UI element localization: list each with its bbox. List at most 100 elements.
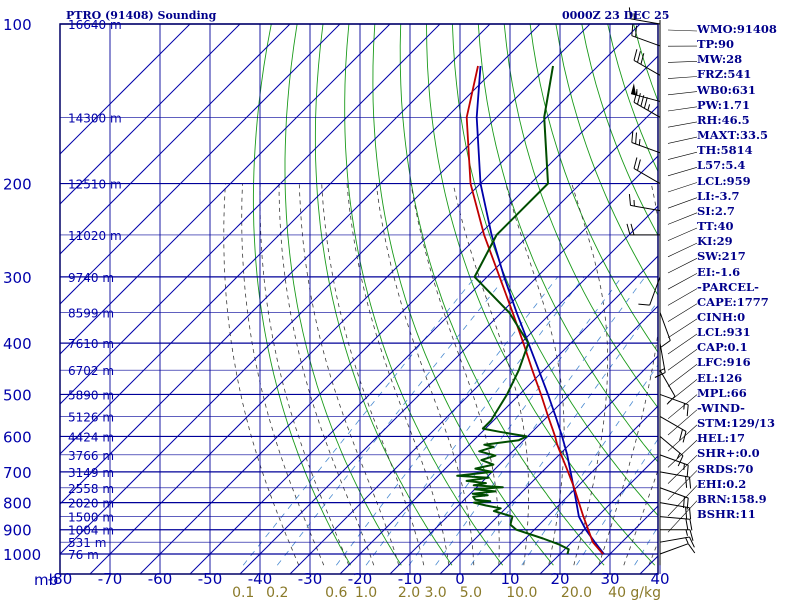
mixing-ratio-line [470,300,658,566]
wind-barb [659,516,693,531]
barb-flag [689,519,693,531]
barb-flag [687,543,696,554]
index-line: CAPE:1777 [697,294,769,309]
pressure-label: 200 [3,176,32,194]
height-label: 4424 m [68,430,114,444]
barb-flag [640,95,645,107]
height-label: 8599 m [68,306,114,320]
barb-flag [685,518,689,531]
height-label: 11020 m [68,229,122,243]
barb-staff [659,436,684,457]
height-label: 3149 m [68,466,114,480]
isotherm [60,24,591,555]
temperature-tick-label: -20 [348,570,373,588]
isotherm [139,55,658,574]
moist-adiabat [452,183,529,566]
barb-flag [686,465,689,477]
dry-adiabat [252,24,351,566]
pressure-label: 700 [3,464,32,482]
barb-leader [667,470,698,501]
profile-parcel [475,65,605,555]
temperature-tick-label: 30 [600,570,619,588]
sounding-profiles [456,65,605,555]
barb-half-flag [685,537,689,544]
height-label: 9740 m [68,271,114,285]
isotherm [60,24,191,155]
pressure-label: 500 [3,387,32,405]
barb-leader [667,394,698,420]
barb-flag [689,507,692,520]
barb-flag [660,340,671,348]
barb-staff [659,471,690,478]
plot-frame [59,23,659,575]
temperature-tick-label: -70 [98,570,123,588]
barb-staff [631,35,661,47]
barb-half-flag [683,463,685,470]
barb-staff [630,204,661,212]
barb-flag [640,53,645,65]
wind-barb [659,436,684,467]
barb-leader [667,273,698,290]
barb-flag [633,91,638,103]
wind-barb [638,276,661,306]
wind-barb [631,131,661,154]
wind-barb [633,91,661,118]
wind-barb [659,536,695,548]
wind-barbs [626,7,698,566]
index-line: EL:126 [697,370,743,385]
moist-adiabat [298,183,400,566]
isotherm [189,105,658,574]
index-line: L57:5.4 [697,158,746,173]
barb-leader [667,424,698,452]
barb-flag [637,51,641,63]
index-line: MPL:66 [697,385,747,400]
index-line: PW:1.71 [697,97,751,112]
barb-flag [626,223,631,236]
barb-leader [667,303,698,322]
index-line: CAP:0.1 [697,340,748,355]
height-label: 2020 m [68,497,114,511]
mixing-ratio-label: 2.0 [398,585,420,600]
index-line: EI:-1.6 [697,264,741,279]
index-line: WMO:91408 [697,22,777,36]
moist-adiabat [623,469,658,566]
barb-staff [659,415,687,432]
wind-barb [659,454,689,477]
index-line: WB0:631 [697,82,756,97]
height-label: 5126 m [68,410,114,424]
moist-adiabat [598,183,658,566]
index-line: LCL:959 [697,173,751,188]
index-line: BRN:158.9 [697,491,767,506]
dry-adiabat [555,24,658,296]
isotherm [239,155,658,574]
isotherm [489,405,658,574]
moist-adiabat [259,183,350,566]
temperature-tick-label: 40 [650,570,669,588]
index-line: BSHR:11 [697,507,756,521]
index-line: LI:-3.7 [697,188,740,203]
index-line: MW:28 [697,52,743,67]
barb-flag [689,529,694,541]
barb-leader [667,318,698,339]
barb-staff [659,454,689,466]
barb-flag [689,477,692,489]
barb-staff [659,487,689,499]
barb-staff [649,276,661,306]
index-line: -PARCEL- [697,279,759,294]
isotherm [60,24,541,505]
barb-flag [686,404,689,417]
barb-leader [667,151,698,160]
mixing-ratio-line [521,364,658,566]
mixing-ratio-label: 40 g/kg [608,585,661,600]
barb-half-flag [683,403,685,410]
wind-barb [659,487,689,510]
barb-leader [667,333,698,355]
wind-barb [659,312,671,348]
barb-staff [633,101,661,118]
barb-leader [667,288,698,306]
isotherm [60,24,291,255]
barb-flag [631,131,634,143]
profile-dewpoint [456,65,570,555]
station-title: PTRO (91408) Sounding [66,9,217,22]
